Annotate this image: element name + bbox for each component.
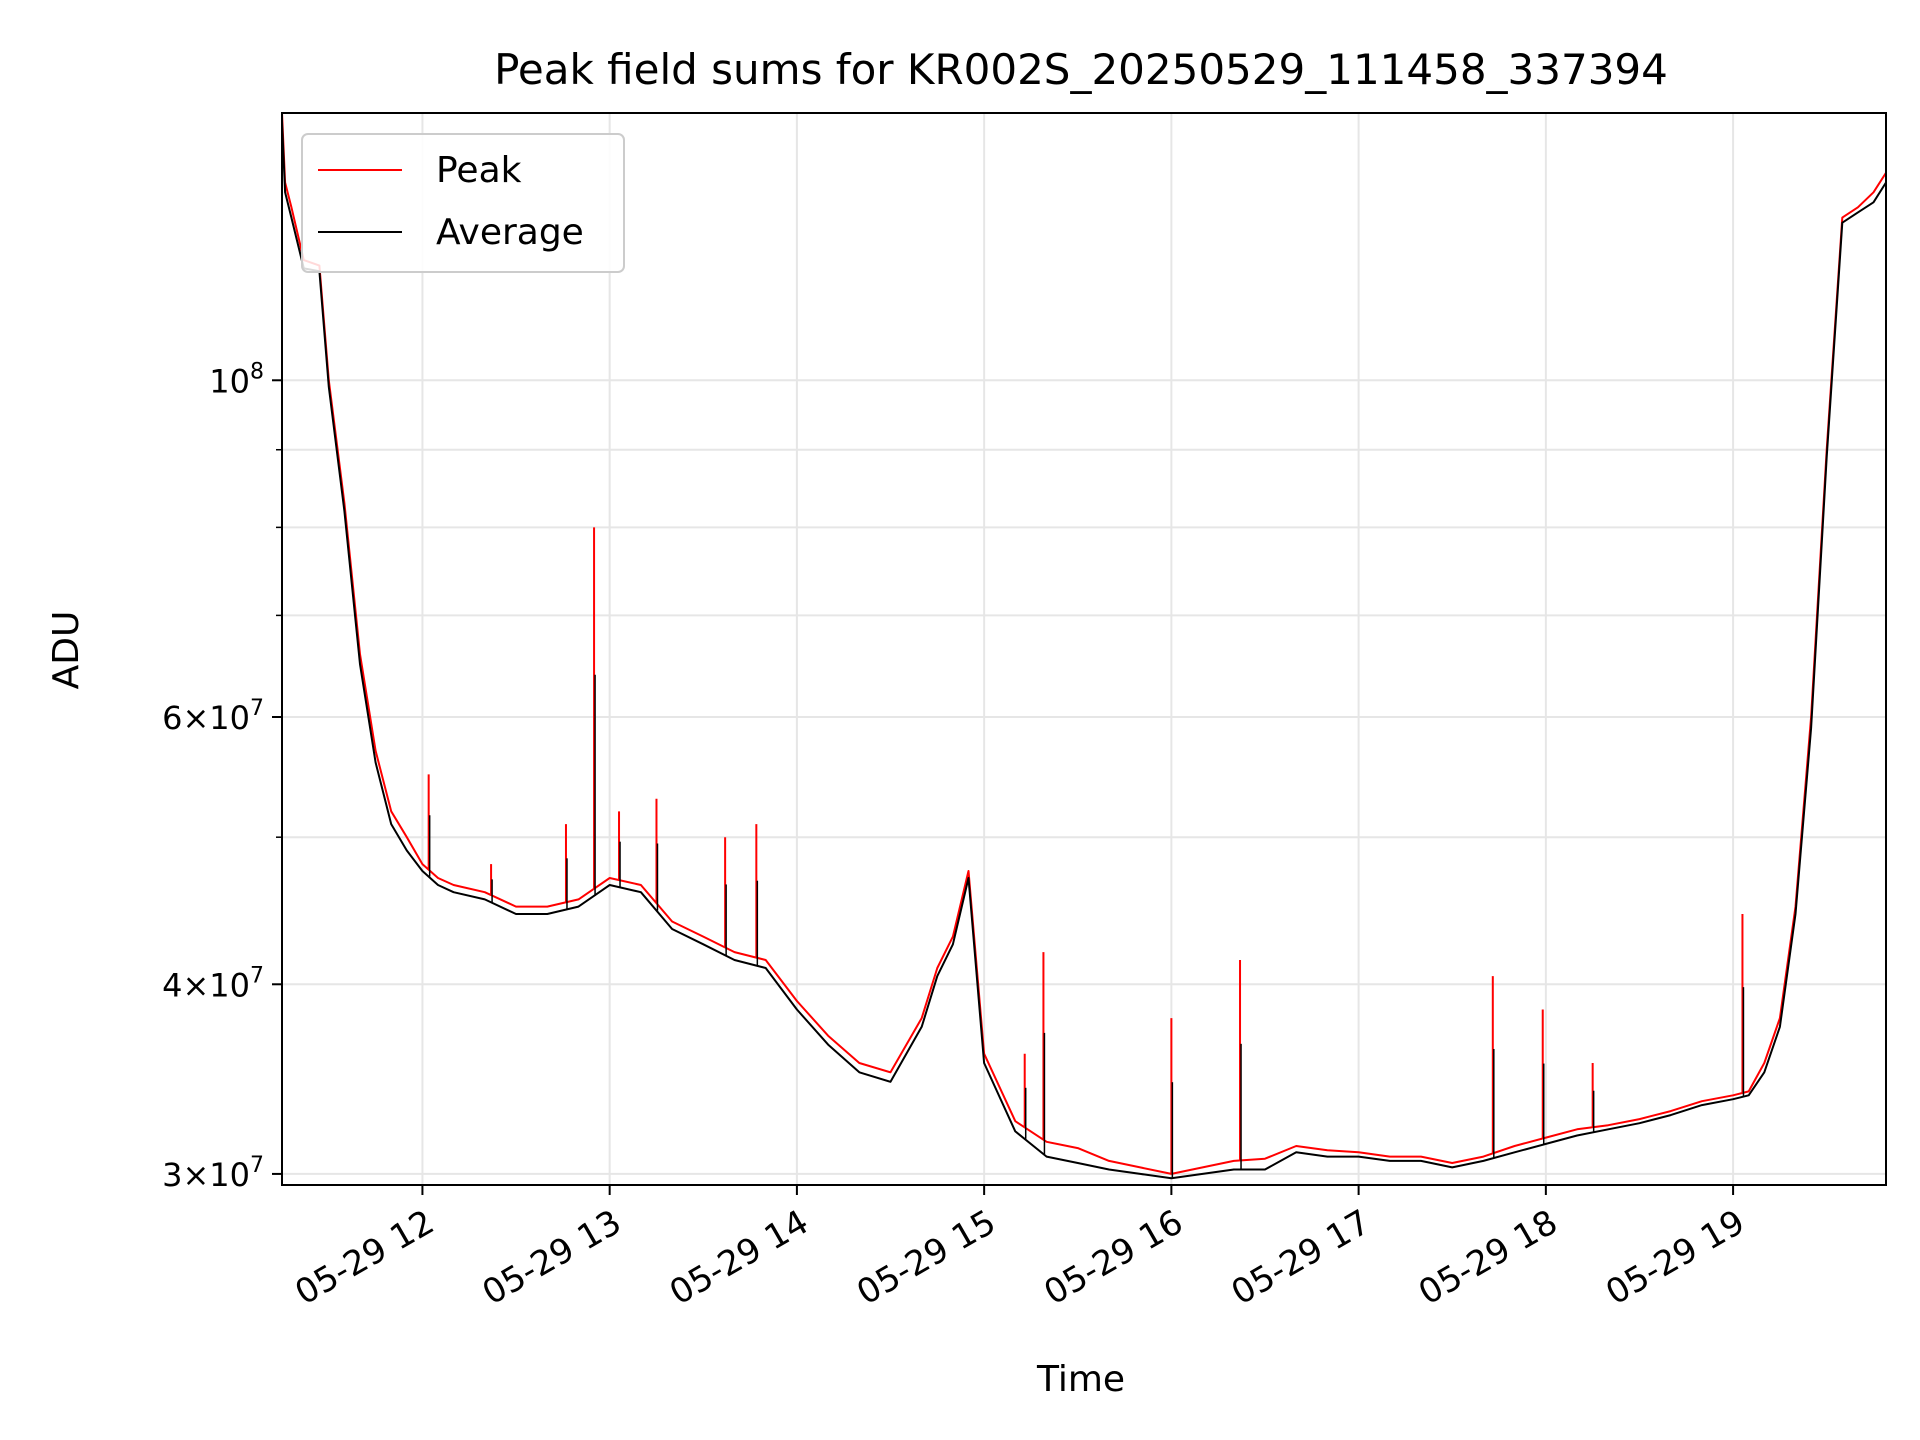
chart-title: Peak field sums for KR002S_20250529_1114… xyxy=(494,45,1668,94)
y-tick-label: 108 xyxy=(209,359,264,400)
legend: Peak Average xyxy=(301,133,625,273)
legend-label-peak: Peak xyxy=(436,150,522,191)
plot-frame xyxy=(281,112,1887,1186)
series-layer xyxy=(282,113,1886,1180)
y-tick-label: 3×107 xyxy=(162,1153,264,1194)
x-axis-label: Time xyxy=(1036,1359,1125,1400)
grid-lines xyxy=(282,113,1886,1185)
legend-label-average: Average xyxy=(436,212,584,253)
y-tick-label: 6×107 xyxy=(162,696,264,737)
y-tick-label: 4×107 xyxy=(162,963,264,1004)
y-axis: 3×107 4×107 6×107 108 xyxy=(162,359,282,1194)
series-line-peak xyxy=(282,113,1886,1175)
legend-box xyxy=(301,133,625,273)
series-line-average xyxy=(282,121,1886,1180)
y-axis-label: ADU xyxy=(46,611,87,690)
